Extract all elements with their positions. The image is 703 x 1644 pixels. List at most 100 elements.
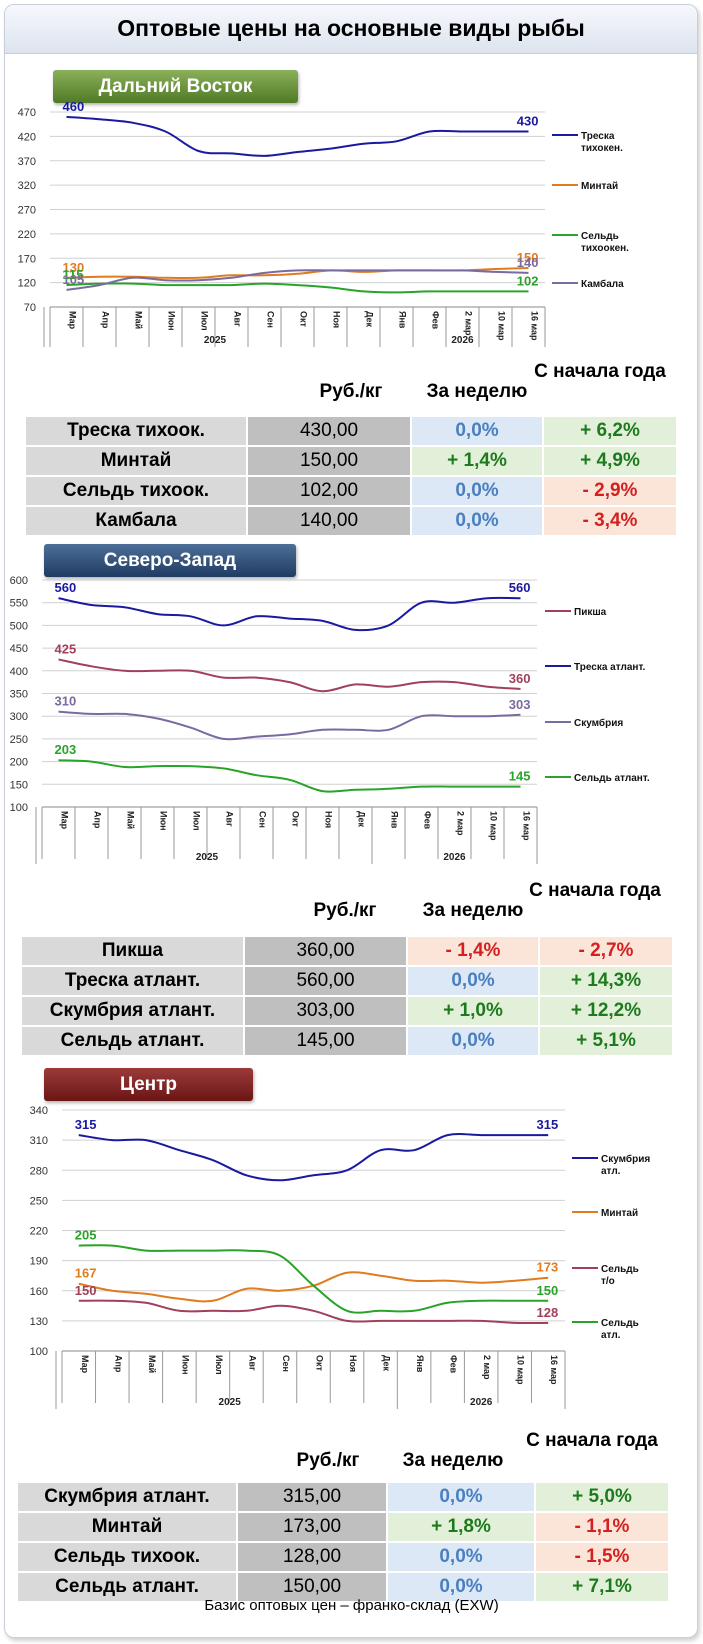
- legend-label-line: атл.: [601, 1166, 621, 1177]
- x-tick-label: Окт: [299, 311, 309, 328]
- row-week-change: + 1,0%: [408, 997, 538, 1025]
- x-tick-label: Янв: [398, 311, 408, 329]
- region-badge-far-east: Дальний Восток: [53, 70, 298, 103]
- start-data-label: 205: [75, 1228, 97, 1243]
- series-line: [58, 710, 521, 741]
- col-header-ytd: С начала года: [534, 361, 666, 382]
- legend-label-line: Пикша: [574, 607, 607, 618]
- start-data-label: 560: [55, 580, 77, 595]
- y-tick-label: 600: [10, 575, 28, 587]
- y-tick-label: 300: [10, 711, 28, 723]
- col-header-price: Руб./кг: [319, 381, 383, 402]
- col-header-week: За неделю: [422, 900, 524, 921]
- col-header-week: За неделю: [402, 1450, 504, 1471]
- row-price: 150,00: [238, 1573, 386, 1601]
- legend-label: Скумбрия атл.: [601, 1153, 650, 1177]
- series-line: [78, 1299, 549, 1325]
- start-data-label: 115: [63, 267, 84, 282]
- x-tick-label: Ноя: [348, 1355, 358, 1372]
- start-data-label: 203: [55, 742, 77, 757]
- footer-note: Базис оптовых цен – франко-склад (EXW): [204, 1597, 499, 1614]
- x-tick-label: 16 мар: [549, 1355, 559, 1385]
- x-tick-label: Фев: [423, 811, 433, 830]
- y-tick-label: 190: [30, 1256, 48, 1268]
- x-tick-label: Июл: [200, 311, 210, 331]
- x-tick-label: Ноя: [332, 311, 342, 328]
- legend-label-line: т/о: [601, 1276, 615, 1287]
- row-ytd-change: + 12,2%: [540, 997, 672, 1025]
- y-tick-label: 250: [10, 734, 28, 746]
- row-name: Сельдь тихоок.: [26, 477, 246, 505]
- x-tick-label: Авг: [225, 811, 235, 827]
- row-name: Сельдь тихоок.: [18, 1543, 236, 1571]
- y-tick-label: 170: [18, 253, 36, 265]
- x-tick-label: 10 мар: [497, 311, 507, 341]
- legend-label-line: атл.: [601, 1330, 621, 1341]
- row-ytd-change: + 5,1%: [540, 1027, 672, 1055]
- end-data-label: 150: [537, 1283, 559, 1298]
- legend-label: Камбала: [581, 278, 624, 290]
- row-name: Скумбрия атлант.: [22, 997, 243, 1025]
- y-tick-label: 130: [30, 1316, 48, 1328]
- legend-label-line: Минтай: [581, 181, 618, 192]
- row-week-change: 0,0%: [412, 507, 542, 535]
- start-data-label: 150: [75, 1283, 97, 1298]
- legend-label: Пикша: [574, 607, 607, 618]
- legend-label-line: Скумбрия: [574, 717, 623, 729]
- y-tick-label: 320: [18, 180, 36, 192]
- x-tick-label: Апр: [101, 311, 111, 329]
- row-name: Сельдь атлант.: [18, 1573, 236, 1601]
- region-badge-center: Центр: [44, 1068, 253, 1101]
- legend-label: Минтай: [601, 1208, 638, 1219]
- legend-label: Сельдь атл.: [601, 1318, 639, 1341]
- x-tick-label: Мар: [80, 1355, 90, 1374]
- y-tick-label: 220: [30, 1226, 48, 1238]
- y-tick-label: 270: [18, 205, 36, 217]
- series-line: [58, 759, 521, 793]
- year-label: 2025: [219, 1397, 242, 1408]
- x-tick-label: Май: [134, 311, 144, 329]
- end-data-label: 315: [537, 1117, 559, 1132]
- x-tick-label: 2 мар: [464, 311, 474, 336]
- row-week-change: 0,0%: [388, 1483, 534, 1511]
- legend-label-line: Сельдь: [601, 1264, 639, 1275]
- x-tick-label: Июл: [192, 811, 202, 831]
- x-tick-label: 16 мар: [522, 811, 532, 841]
- x-tick-label: Фев: [431, 311, 441, 330]
- legend-label: Скумбрия: [574, 717, 623, 729]
- row-name: Скумбрия атлант.: [18, 1483, 236, 1511]
- x-tick-label: Сен: [281, 1355, 291, 1372]
- series-line: [78, 1244, 549, 1314]
- x-tick-label: Июл: [214, 1355, 224, 1375]
- x-tick-label: Июн: [167, 311, 177, 331]
- year-label: 2025: [204, 335, 227, 346]
- row-week-change: + 1,8%: [388, 1513, 534, 1541]
- row-name: Минтай: [18, 1513, 236, 1541]
- x-tick-label: Апр: [93, 811, 103, 829]
- legend-label: Минтай: [581, 181, 618, 192]
- end-data-label: 173: [537, 1260, 559, 1275]
- year-label: 2026: [443, 852, 466, 863]
- y-tick-label: 420: [18, 131, 36, 143]
- end-data-label: 102: [517, 273, 539, 288]
- row-price: 303,00: [245, 997, 406, 1025]
- x-tick-label: Май: [126, 811, 136, 829]
- col-header-ytd: С начала года: [526, 1430, 658, 1451]
- end-data-label: 145: [509, 769, 531, 784]
- x-tick-label: Янв: [415, 1355, 425, 1373]
- x-tick-label: Дек: [357, 811, 367, 828]
- series-line: [58, 596, 521, 632]
- row-week-change: 0,0%: [412, 417, 542, 445]
- row-week-change: 0,0%: [408, 1027, 538, 1055]
- row-price: 145,00: [245, 1027, 406, 1055]
- start-data-label: 130: [63, 260, 85, 275]
- row-week-change: + 1,4%: [412, 447, 542, 475]
- x-tick-label: Июн: [159, 811, 169, 831]
- row-price: 128,00: [238, 1543, 386, 1571]
- y-tick-label: 370: [18, 156, 36, 168]
- x-tick-label: Фев: [449, 1355, 459, 1374]
- x-tick-label: 10 мар: [516, 1355, 526, 1385]
- y-tick-label: 550: [10, 598, 28, 610]
- row-week-change: 0,0%: [412, 477, 542, 505]
- y-tick-label: 450: [10, 643, 28, 655]
